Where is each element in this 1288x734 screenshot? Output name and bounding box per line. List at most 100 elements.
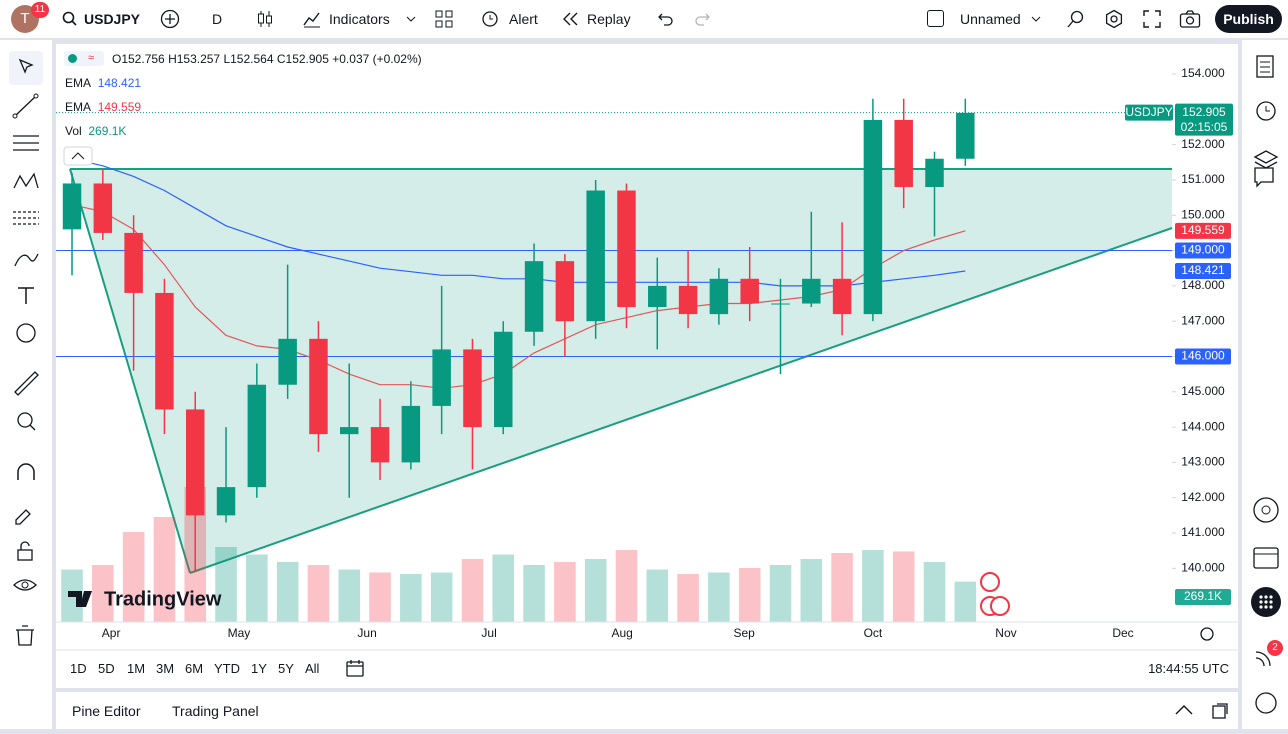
stay-drawing[interactable] [15, 509, 31, 525]
candle-body [524, 261, 544, 332]
chats[interactable] [1254, 166, 1274, 188]
delete-tool[interactable] [16, 625, 34, 646]
ema-value: 149.559 [97, 100, 142, 114]
collapse-button[interactable] [63, 146, 93, 166]
chart-type-icon[interactable] [255, 9, 275, 29]
layout-checkbox[interactable] [927, 10, 944, 27]
lock-tool[interactable] [17, 549, 33, 561]
range-button[interactable]: 1D [70, 661, 87, 676]
fib-tool[interactable] [13, 135, 39, 151]
range-button[interactable]: 3M [156, 661, 175, 676]
replay-button[interactable]: Replay [587, 11, 631, 27]
brush-tool[interactable] [14, 253, 39, 267]
maximize-panel[interactable] [1211, 702, 1229, 720]
collapse-panel[interactable] [1174, 703, 1194, 717]
ema-value: 148.421 [97, 76, 142, 90]
fullscreen[interactable] [1143, 10, 1161, 28]
calendar[interactable] [1253, 547, 1279, 569]
hide-tool[interactable] [13, 579, 37, 591]
range-button[interactable]: YTD [214, 661, 240, 676]
candle-body [370, 427, 390, 463]
range-button[interactable]: All [305, 661, 320, 676]
y-tick-label: 143.000 [1181, 455, 1225, 469]
undo[interactable] [656, 11, 674, 27]
help[interactable] [1255, 692, 1277, 714]
ema-legend: EMA 148.421 [65, 76, 141, 90]
projection-tool[interactable] [13, 211, 39, 225]
ideas[interactable] [1253, 497, 1279, 523]
alert-icon [482, 11, 498, 27]
tab[interactable]: Trading Panel [172, 703, 259, 719]
x-tick-label: Aug [611, 626, 632, 640]
range-button[interactable]: 5D [98, 661, 115, 676]
y-tick-label: 150.000 [1181, 207, 1225, 221]
line-tool[interactable] [14, 95, 37, 117]
candle-body [278, 338, 297, 385]
redo[interactable] [694, 11, 712, 27]
volume-bar [430, 572, 453, 622]
axis-badge: 148.421 [1181, 263, 1225, 277]
volume-bar [554, 562, 576, 622]
candle-body [555, 261, 575, 322]
volume-bar [862, 550, 884, 622]
chart-pane [56, 44, 1238, 688]
measure-tool[interactable] [14, 371, 39, 396]
vol-legend: Vol 269.1K [65, 124, 126, 138]
volume-bar [677, 574, 699, 622]
quick-search[interactable] [1066, 9, 1086, 29]
alert-button[interactable]: Alert [509, 11, 538, 27]
open: O152.756 [112, 52, 165, 66]
y-tick-label: 154.000 [1181, 66, 1225, 80]
layout-name[interactable]: Unnamed [960, 11, 1021, 27]
symbol[interactable]: USDJPY [84, 11, 141, 27]
date-range-icon[interactable] [345, 658, 365, 678]
logo-icon [68, 591, 92, 607]
volume-bar [831, 553, 853, 622]
y-tick-label: 148.000 [1181, 278, 1225, 292]
range-button[interactable]: 1M [127, 661, 146, 676]
candle-body [494, 331, 513, 428]
volume-bar [800, 559, 823, 622]
alerts[interactable] [1256, 101, 1276, 121]
pattern-tool[interactable] [13, 172, 39, 189]
layouts-icon[interactable] [434, 9, 454, 29]
range-button[interactable]: 1Y [251, 661, 267, 676]
x-tick-label: Jun [357, 626, 376, 640]
indicators-button[interactable]: Indicators [329, 11, 390, 27]
publish-button[interactable]: Publish [1215, 5, 1282, 33]
cursor-tool[interactable] [18, 58, 34, 74]
axis-badge-bg [1175, 242, 1231, 259]
y-tick-label: 147.000 [1181, 313, 1225, 327]
settings[interactable] [1104, 9, 1124, 29]
legend-toggles[interactable]: ≈ [64, 51, 104, 66]
volume-bar [769, 565, 792, 622]
zoom-tool[interactable] [17, 412, 33, 428]
ema-legend: EMA 149.559 [65, 100, 141, 114]
right-toolbar: 2 [1242, 40, 1288, 729]
notifications[interactable] [1255, 651, 1271, 667]
candle-body [155, 292, 174, 410]
watchlist[interactable] [1256, 55, 1274, 78]
tab[interactable]: Pine Editor [72, 703, 141, 719]
range-button[interactable]: 5Y [278, 661, 294, 676]
symbol-tag: USDJPY [1125, 105, 1172, 119]
settings-icon[interactable] [1200, 627, 1214, 641]
candle-body [678, 285, 698, 315]
low: L152.564 [223, 52, 274, 66]
volume-bar [954, 581, 977, 622]
text-tool[interactable] [18, 287, 34, 304]
candle-body [216, 487, 236, 516]
chevron [1031, 16, 1041, 22]
x-tick-label: Sep [733, 626, 755, 640]
interval[interactable]: D [212, 11, 223, 27]
magnet-tool[interactable] [17, 463, 35, 480]
candle-body [925, 158, 944, 187]
change: +0.037 (+0.02%) [332, 52, 422, 66]
data-window[interactable] [1253, 150, 1279, 169]
screenshot[interactable] [1179, 9, 1201, 29]
range-bar: 1D 5D 1M 3M 6M YTD 1Y 5Y All [56, 660, 376, 678]
range-button[interactable]: 6M [185, 661, 204, 676]
icon-tool[interactable] [16, 323, 36, 343]
add-symbol[interactable] [160, 9, 180, 29]
